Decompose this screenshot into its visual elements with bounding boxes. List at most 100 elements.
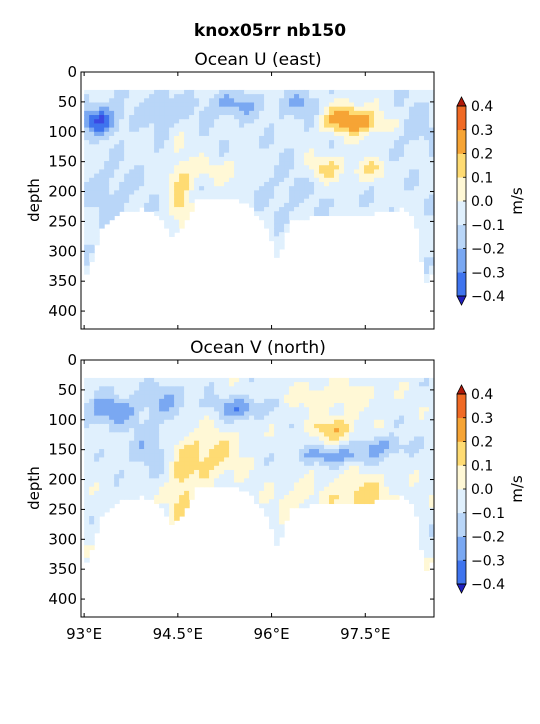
heatmap-cell	[334, 194, 340, 200]
heatmap-cell	[429, 190, 435, 196]
heatmap-cell	[159, 161, 165, 166]
heatmap-cell	[139, 177, 145, 183]
heatmap-cell	[154, 398, 160, 404]
heatmap-cell	[134, 394, 140, 400]
heatmap-cell	[329, 415, 335, 421]
heatmap-cell	[334, 398, 340, 404]
heatmap-cell	[284, 152, 290, 158]
heatmap-cell	[424, 269, 430, 275]
heatmap-cell	[209, 148, 215, 154]
heatmap-cell	[194, 465, 200, 471]
heatmap-cell	[284, 411, 290, 417]
heatmap-cell	[374, 140, 380, 145]
heatmap-cell	[259, 110, 265, 116]
heatmap-cell	[409, 115, 415, 120]
heatmap-cell	[129, 394, 135, 400]
heatmap-cell	[194, 156, 200, 162]
heatmap-cell	[249, 423, 255, 429]
heatmap-cell	[259, 177, 265, 183]
heatmap-cell	[124, 202, 130, 208]
heatmap-cell	[254, 135, 260, 141]
heatmap-cell	[359, 457, 365, 463]
heatmap-cell	[419, 253, 425, 258]
heatmap-cell	[424, 398, 430, 404]
heatmap-cell	[294, 398, 300, 404]
heatmap-cell	[84, 215, 90, 221]
heatmap-cell	[89, 520, 95, 525]
heatmap-cell	[259, 131, 265, 137]
heatmap-cell	[339, 202, 345, 208]
heatmap-cell	[244, 173, 250, 179]
heatmap-cell	[369, 102, 375, 108]
heatmap-cell	[424, 528, 430, 534]
heatmap-cell	[184, 382, 190, 387]
heatmap-cell	[354, 110, 360, 116]
heatmap-cell	[179, 148, 185, 154]
heatmap-cell	[289, 457, 295, 463]
heatmap-cell	[404, 194, 410, 200]
heatmap-cell	[199, 144, 205, 150]
heatmap-cell	[164, 106, 170, 112]
heatmap-cell	[239, 123, 245, 129]
heatmap-cell	[119, 411, 125, 417]
heatmap-cell	[224, 465, 230, 471]
heatmap-cell	[89, 127, 95, 133]
heatmap-cell	[169, 219, 175, 225]
heatmap-cell	[299, 486, 305, 492]
heatmap-cell	[199, 407, 205, 412]
heatmap-cell	[84, 532, 90, 538]
heatmap-cell	[104, 461, 110, 467]
heatmap-cell	[144, 407, 150, 412]
heatmap-cell	[219, 382, 225, 387]
heatmap-cell	[404, 148, 410, 154]
heatmap-cell	[329, 382, 335, 387]
heatmap-cell	[329, 140, 335, 145]
heatmap-cell	[349, 415, 355, 421]
colorbar-segment	[457, 224, 466, 249]
heatmap-cell	[199, 411, 205, 417]
heatmap-cell	[224, 411, 230, 417]
heatmap-cell	[184, 469, 190, 475]
heatmap-cell	[109, 181, 115, 187]
heatmap-cell	[319, 110, 325, 116]
heatmap-cell	[399, 98, 405, 104]
heatmap-cell	[199, 457, 205, 463]
heatmap-cell	[214, 457, 220, 463]
heatmap-cell	[254, 131, 260, 137]
heatmap-cell	[269, 115, 275, 120]
heatmap-cell	[409, 102, 415, 108]
heatmap-cell	[229, 89, 235, 95]
heatmap-cell	[284, 461, 290, 467]
heatmap-cell	[274, 419, 280, 425]
ocean-u-plot-frame	[80, 71, 435, 330]
heatmap-cell	[124, 123, 130, 129]
heatmap-cell	[94, 219, 100, 225]
heatmap-cell	[424, 545, 430, 551]
heatmap-cell	[159, 390, 165, 396]
heatmap-cell	[234, 131, 240, 137]
heatmap-cell	[419, 474, 425, 479]
heatmap-cell	[299, 499, 305, 505]
heatmap-cell	[309, 490, 315, 496]
heatmap-cell	[169, 211, 175, 217]
heatmap-cell	[229, 465, 235, 471]
heatmap-cell	[229, 419, 235, 425]
heatmap-cell	[289, 469, 295, 475]
heatmap-cell	[374, 407, 380, 412]
heatmap-cell	[124, 161, 130, 166]
heatmap-cell	[224, 423, 230, 429]
heatmap-cell	[89, 215, 95, 221]
heatmap-cell	[424, 394, 430, 400]
heatmap-cell	[119, 423, 125, 429]
heatmap-cell	[89, 436, 95, 442]
heatmap-cell	[239, 436, 245, 442]
heatmap-cell	[429, 553, 435, 559]
heatmap-cell	[254, 461, 260, 467]
heatmap-cell	[114, 161, 120, 166]
heatmap-cell	[364, 394, 370, 400]
heatmap-cell	[249, 390, 255, 396]
heatmap-cell	[264, 432, 270, 438]
heatmap-cell	[154, 465, 160, 471]
heatmap-cell	[314, 198, 320, 204]
heatmap-cell	[404, 486, 410, 492]
